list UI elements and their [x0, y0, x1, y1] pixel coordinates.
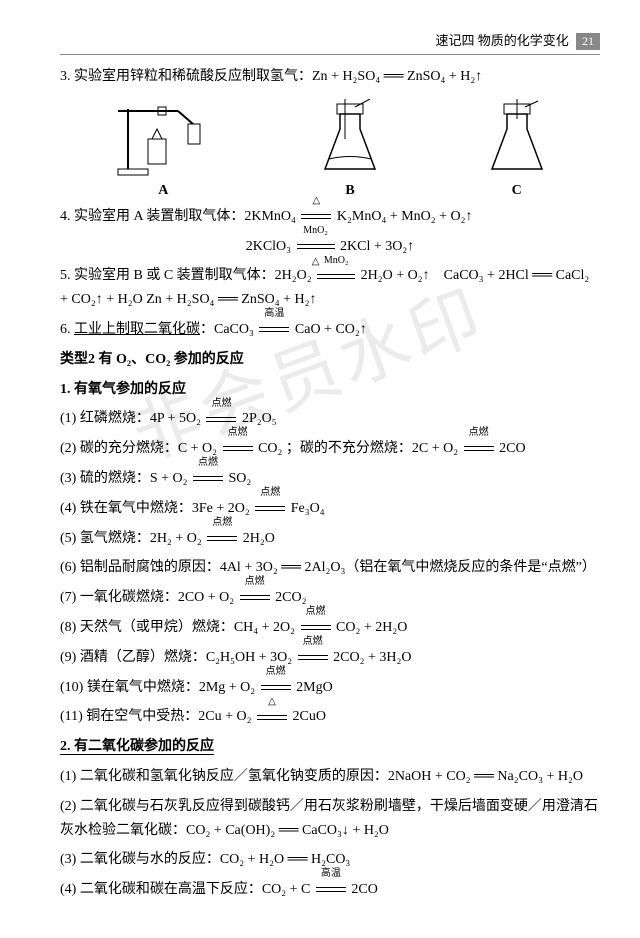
co2-4-lhs: (4) 二氧化碳和碳在高温下反应：CO₂ + C [60, 882, 310, 897]
o2-2a-rhs: CO₂ [258, 441, 282, 456]
cond-dianran: 点燃 [464, 446, 494, 451]
co2-1: (1) 二氧化碳和氢氧化钠反应／氢氧化钠变质的原因：2NaOH + CO₂ ══… [60, 765, 600, 789]
o2-9-rhs: 2CO₂ + 3H₂O [333, 650, 411, 665]
cond-mno2: MnO₂ [317, 274, 355, 279]
o2-11: (11) 铜在空气中受热：2Cu + O₂ △ 2CuO [60, 705, 600, 729]
o2-3-lhs: (3) 硫的燃烧：S + O₂ [60, 471, 188, 486]
o2-8-rhs: CO₂ + 2H₂O [336, 620, 407, 635]
cond-dianran: 点燃 [206, 417, 236, 422]
item-4-eq2-lhs: 2KClO₃ [246, 239, 291, 254]
item-6-lhs: ：CaCO₃ [200, 322, 254, 337]
cond-dianran: 点燃 [255, 506, 285, 511]
apparatus-figures: A B C [60, 99, 600, 199]
cond-gaowen: 高温 [259, 327, 289, 332]
cond-dianran: 点燃 [193, 476, 223, 481]
o2-5-lhs: (5) 氢气燃烧：2H₂ + O₂ [60, 531, 202, 546]
o2-10-lhs: (10) 镁在氧气中燃烧：2Mg + O₂ [60, 680, 255, 695]
o2-11-rhs: 2CuO [293, 709, 326, 724]
o2-2b-rhs: 2CO [499, 441, 525, 456]
o2-2b-lhs: ；碳的不充分燃烧：2C + O₂ [286, 441, 458, 456]
o2-1-lhs: (1) 红磷燃烧：4P + 5O₂ [60, 411, 201, 426]
o2-1: (1) 红磷燃烧：4P + 5O₂ 点燃 2P₂O₅ [60, 407, 600, 431]
fig-b: B [315, 99, 385, 199]
apparatus-b-icon [315, 99, 385, 179]
item-4-lead: 4. 实验室用 A 装置制取气体：2KMnO₄ [60, 209, 296, 224]
item-5-eq1-rhs: 2H₂O + O₂↑ [361, 268, 430, 283]
item-6-rhs: CaO + CO₂↑ [295, 322, 367, 337]
apparatus-a-icon [108, 99, 218, 179]
cond-dianran: 点燃 [301, 625, 331, 630]
section-co2-title: 2. 有二氧化碳参加的反应 [60, 735, 600, 759]
cond-mno2-delta: MnO₂△ [297, 244, 335, 249]
o2-5: (5) 氢气燃烧：2H₂ + O₂ 点燃 2H₂O [60, 527, 600, 551]
cond-dianran: 点燃 [207, 536, 237, 541]
type2-title: 类型2 有 O₂、CO₂ 参加的反应 [60, 348, 600, 372]
o2-6: (6) 铝制品耐腐蚀的原因：4Al + 3O₂ ══ 2Al₂O₃（铝在氧气中燃… [60, 556, 600, 580]
cond-dianran: 点燃 [240, 595, 270, 600]
fig-b-label: B [345, 183, 354, 198]
cond-delta: △ [301, 214, 331, 219]
fig-c: C [482, 99, 552, 199]
item-5: 5. 实验室用 B 或 C 装置制取气体：2H₂O₂ MnO₂ 2H₂O + O… [60, 264, 600, 312]
co2-4-rhs: 2CO [351, 882, 377, 897]
cond-gaowen: 高温 [316, 887, 346, 892]
co2-2: (2) 二氧化碳与石灰乳反应得到碳酸钙／用石灰浆粉刷墙壁，干燥后墙面变硬／用澄清… [60, 795, 600, 843]
o2-9-lhs: (9) 酒精（乙醇）燃烧：C₂H₅OH + 3O₂ [60, 650, 292, 665]
cond-dianran: 点燃 [298, 655, 328, 660]
o2-10: (10) 镁在氧气中燃烧：2Mg + O₂ 点燃 2MgO [60, 676, 600, 700]
apparatus-c-icon [482, 99, 552, 179]
item-6: 6. 工业上制取二氧化碳：CaCO₃ 高温 CaO + CO₂↑ [60, 318, 600, 342]
o2-7-lhs: (7) 一氧化碳燃烧：2CO + O₂ [60, 590, 234, 605]
o2-2: (2) 碳的充分燃烧：C + O₂ 点燃 CO₂ ；碳的不充分燃烧：2C + O… [60, 437, 600, 461]
item-5-lead: 5. 实验室用 B 或 C 装置制取气体：2H₂O₂ [60, 268, 312, 283]
co2-4: (4) 二氧化碳和碳在高温下反应：CO₂ + C 高温 2CO [60, 878, 600, 902]
o2-9: (9) 酒精（乙醇）燃烧：C₂H₅OH + 3O₂ 点燃 2CO₂ + 3H₂O [60, 646, 600, 670]
section-o2-title: 1. 有氧气参加的反应 [60, 378, 600, 402]
o2-4: (4) 铁在氧气中燃烧：3Fe + 2O₂ 点燃 Fe₃O₄ [60, 497, 600, 521]
o2-10-rhs: 2MgO [296, 680, 333, 695]
fig-a-label: A [158, 183, 168, 198]
item-6-lead: 6. [60, 322, 74, 337]
page-number-badge: 21 [576, 33, 600, 50]
page-header: 速记四 物质的化学变化 21 [60, 30, 600, 55]
cond-delta: △ [257, 715, 287, 720]
o2-11-lhs: (11) 铜在空气中受热：2Cu + O₂ [60, 709, 252, 724]
o2-3: (3) 硫的燃烧：S + O₂ 点燃 SO₂ [60, 467, 600, 491]
fig-c-label: C [512, 183, 522, 198]
item-3: 3. 实验室用锌粒和稀硫酸反应制取氢气：Zn + H₂SO₄ ══ ZnSO₄ … [60, 65, 600, 89]
o2-8: (8) 天然气（或甲烷）燃烧：CH₄ + 2O₂ 点燃 CO₂ + 2H₂O [60, 616, 600, 640]
fig-a: A [108, 99, 218, 199]
cond-dianran: 点燃 [223, 446, 253, 451]
cond-dianran: 点燃 [261, 685, 291, 690]
o2-4-rhs: Fe₃O₄ [291, 501, 325, 516]
item-6-underline: 工业上制取二氧化碳 [74, 322, 200, 337]
o2-8-lhs: (8) 天然气（或甲烷）燃烧：CH₄ + 2O₂ [60, 620, 295, 635]
o2-5-rhs: 2H₂O [243, 531, 275, 546]
o2-3-rhs: SO₂ [229, 471, 252, 486]
item-4-eq1-rhs: K₂MnO₄ + MnO₂ + O₂↑ [337, 209, 473, 224]
breadcrumb: 速记四 物质的化学变化 [435, 33, 568, 48]
